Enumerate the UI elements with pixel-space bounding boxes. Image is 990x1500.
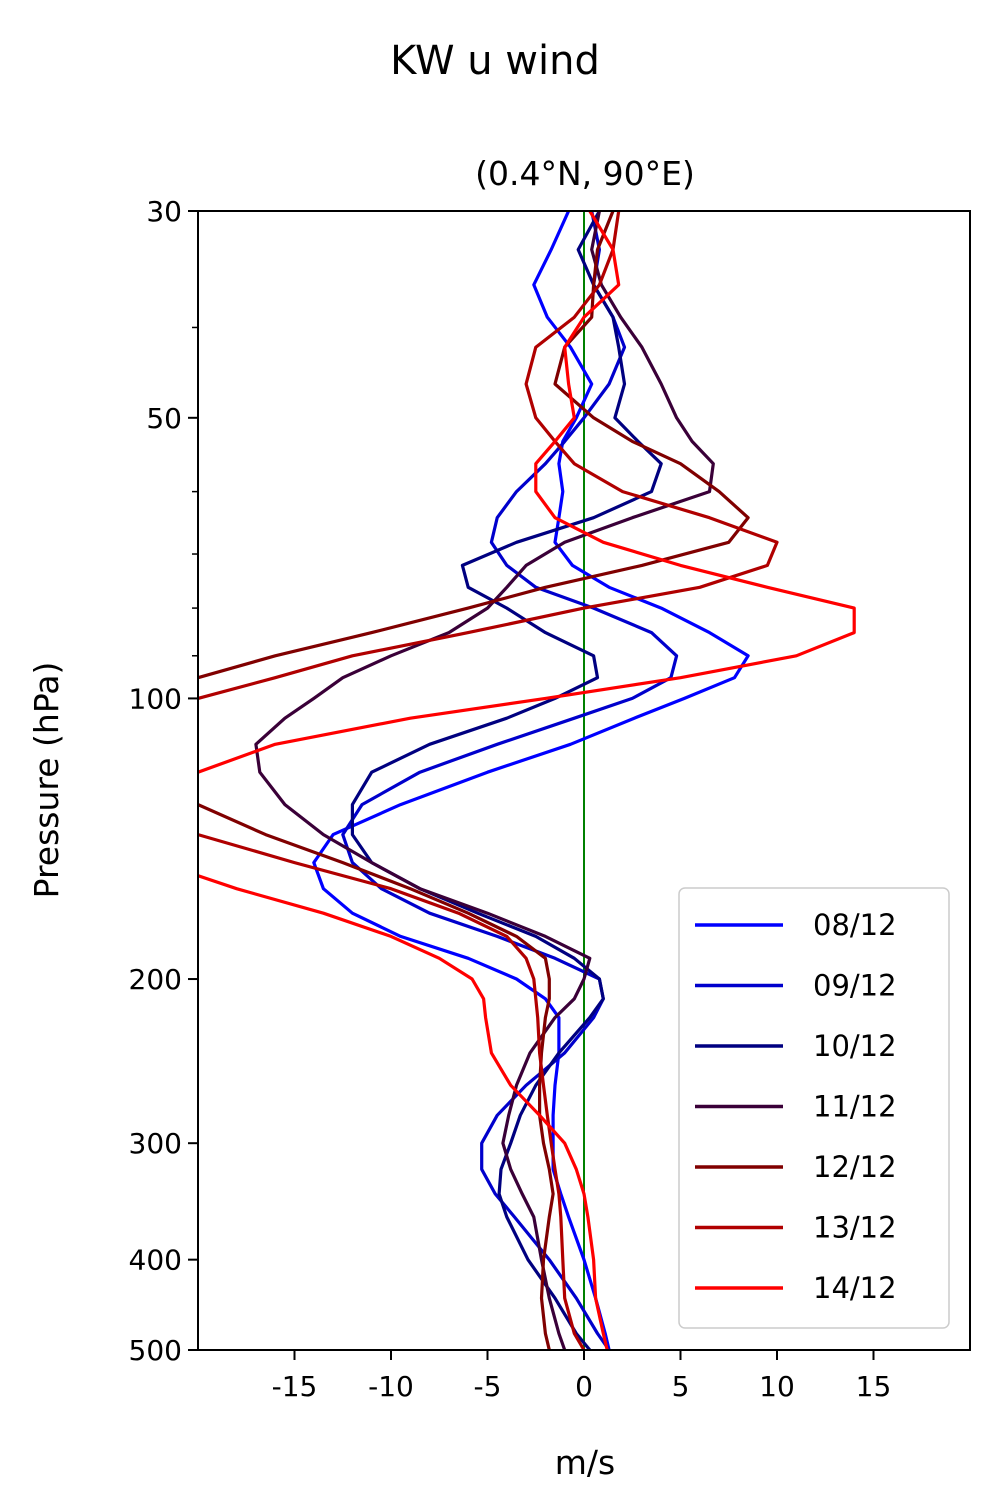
- x-tick-label: 5: [672, 1370, 690, 1403]
- legend-label: 14/12: [813, 1271, 897, 1305]
- series-line-11-12: [254, 211, 715, 1350]
- legend-label: 10/12: [813, 1029, 897, 1063]
- legend-label: 12/12: [813, 1150, 897, 1184]
- series-line-14-12: [198, 211, 856, 1350]
- series-line-09-12: [341, 211, 679, 1350]
- y-tick-label: 100: [129, 682, 182, 715]
- chart-title: (0.4°N, 90°E): [475, 154, 695, 193]
- y-tick-label: 300: [129, 1127, 182, 1160]
- x-tick-label: -15: [272, 1370, 318, 1403]
- legend-label: 11/12: [813, 1090, 897, 1124]
- legend: 08/12 09/12 10/12 11/12 12/12 13/12 14/12: [678, 887, 950, 1329]
- series-layer: [198, 211, 856, 1350]
- x-tick-label: -10: [368, 1370, 414, 1403]
- legend-label: 09/12: [813, 969, 897, 1003]
- x-axis-label: m/s: [555, 1443, 615, 1482]
- y-tick-label: 50: [146, 402, 182, 435]
- x-tick-label: -5: [474, 1370, 502, 1403]
- chart-suptitle: KW u wind: [390, 38, 600, 84]
- legend-box: [678, 887, 950, 1329]
- legend-label: 08/12: [813, 908, 897, 942]
- y-tick-label: 400: [129, 1244, 182, 1277]
- y-axis-label: Pressure (hPa): [27, 662, 66, 899]
- legend-label: 13/12: [813, 1211, 897, 1245]
- y-axis: 30 50 100 200 300 400 500: [129, 195, 198, 1367]
- x-tick-label: 0: [575, 1370, 593, 1403]
- y-tick-label: 500: [129, 1334, 182, 1367]
- y-tick-label: 200: [129, 963, 182, 996]
- series-line-12-12: [198, 211, 750, 1350]
- y-tick-label: 30: [146, 195, 182, 228]
- x-axis: -15 -10 -5 0 5 10 15: [272, 1350, 892, 1403]
- series-line-10-12: [350, 211, 663, 1350]
- series-line-13-12: [198, 211, 779, 1350]
- x-tick-label: 10: [759, 1370, 795, 1403]
- x-tick-label: 15: [856, 1370, 892, 1403]
